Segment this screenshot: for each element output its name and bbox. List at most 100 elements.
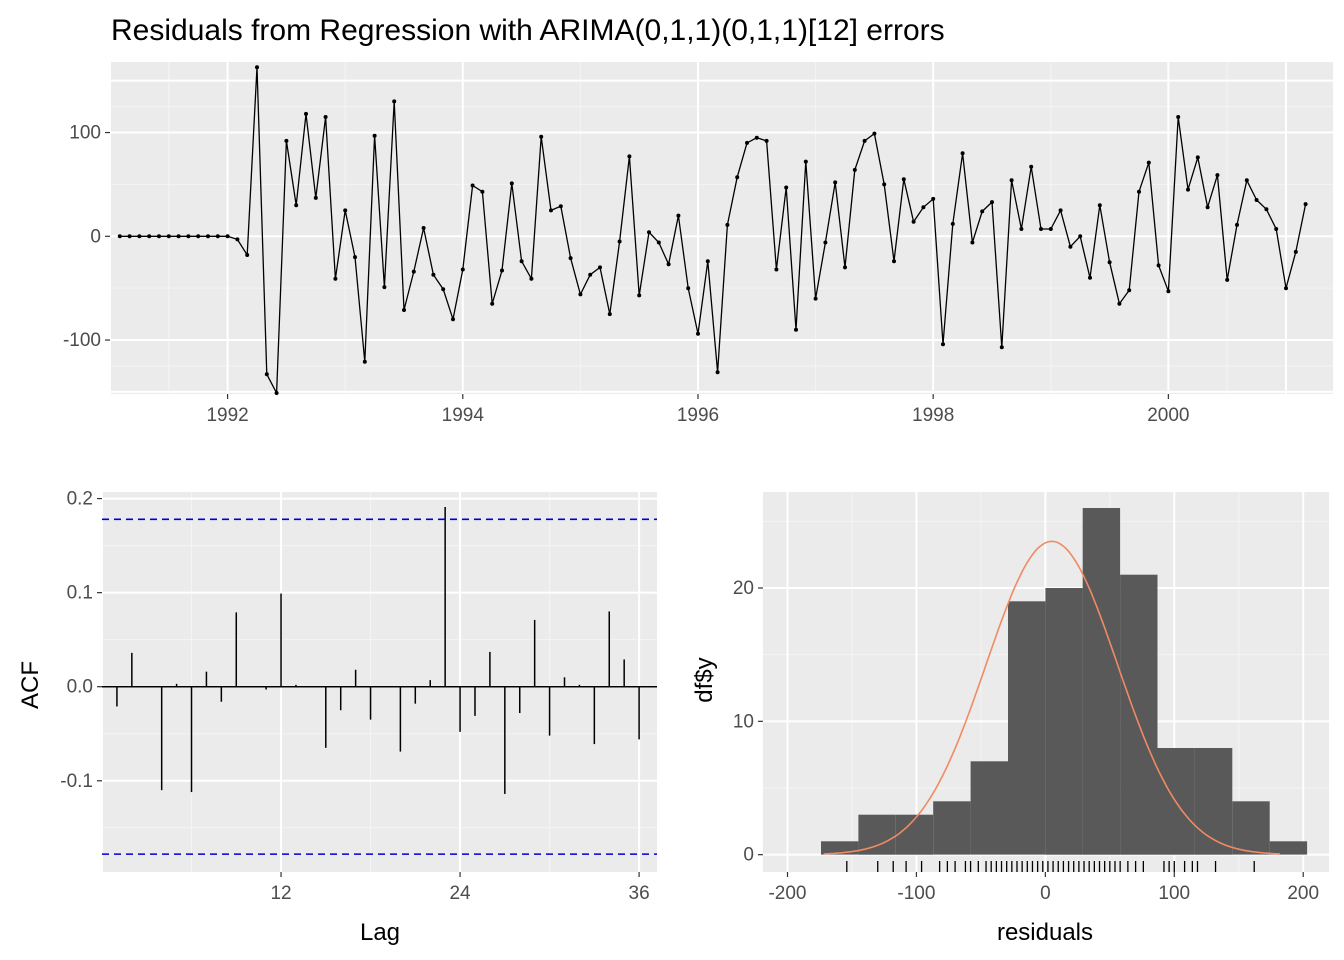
residual-point bbox=[225, 234, 230, 239]
residual-point bbox=[1127, 288, 1132, 293]
residual-point bbox=[353, 255, 357, 260]
residual-point bbox=[931, 196, 936, 201]
residual-point bbox=[1235, 222, 1239, 227]
hist-x-tick-label: -200 bbox=[768, 883, 806, 904]
residual-point bbox=[549, 208, 553, 213]
residual-point bbox=[794, 327, 798, 332]
ts-y-tick-label: 0 bbox=[90, 226, 101, 247]
residual-point bbox=[304, 111, 308, 116]
residual-point bbox=[627, 154, 632, 159]
residual-point bbox=[1029, 164, 1034, 169]
residual-point bbox=[1117, 301, 1122, 306]
residual-point bbox=[255, 65, 259, 70]
residual-point bbox=[941, 342, 945, 347]
residual-point bbox=[480, 189, 485, 194]
residual-point bbox=[1019, 227, 1024, 231]
residual-point bbox=[901, 177, 906, 182]
residual-point bbox=[1176, 115, 1181, 119]
residual-point bbox=[696, 331, 700, 336]
residual-point bbox=[402, 308, 406, 312]
residual-point bbox=[892, 259, 896, 264]
residual-point bbox=[852, 167, 857, 172]
residual-point bbox=[950, 221, 955, 226]
residual-point bbox=[470, 183, 475, 188]
residual-point bbox=[1254, 198, 1259, 202]
residual-point bbox=[833, 180, 838, 185]
residual-point bbox=[519, 259, 524, 264]
acf-x-tick-label: 36 bbox=[629, 883, 650, 904]
residual-point bbox=[323, 115, 328, 119]
residual-point bbox=[862, 138, 867, 143]
ts-x-tick-label: 2000 bbox=[1147, 405, 1189, 426]
histogram-bar bbox=[1082, 508, 1121, 855]
residual-point bbox=[960, 151, 965, 156]
residual-point bbox=[823, 240, 828, 245]
residual-point bbox=[1088, 275, 1092, 280]
residual-point bbox=[1039, 227, 1043, 231]
residual-point bbox=[774, 267, 779, 272]
residuals-time-series-panel: 1992 1994 1996 1998 2000 -100 0 100 bbox=[63, 62, 1333, 426]
residual-point bbox=[1097, 203, 1102, 208]
residual-point bbox=[333, 276, 338, 281]
histogram-bar bbox=[1269, 841, 1308, 855]
residual-point bbox=[264, 372, 269, 377]
residual-point bbox=[686, 286, 691, 291]
residual-point bbox=[1048, 227, 1053, 231]
residual-point bbox=[617, 239, 622, 244]
residual-point bbox=[274, 391, 279, 395]
residual-point bbox=[754, 135, 759, 140]
residual-point bbox=[215, 234, 220, 239]
histogram-panel: -200 -100 0 100 200 0 10 20 bbox=[733, 453, 1329, 904]
histogram-bar bbox=[895, 814, 934, 855]
residual-point bbox=[656, 240, 661, 245]
residual-point bbox=[431, 272, 436, 277]
residual-point bbox=[1274, 227, 1279, 231]
chart-title: Residuals from Regression with ARIMA(0,1… bbox=[111, 14, 945, 47]
acf-panel: 12 24 36 -0.1 0.0 0.1 0.2 bbox=[60, 489, 657, 904]
acf-x-axis-label: Lag bbox=[360, 919, 400, 946]
residual-point bbox=[206, 234, 210, 239]
residual-point bbox=[186, 234, 191, 239]
residual-point bbox=[588, 272, 593, 277]
histogram-bar bbox=[858, 814, 896, 855]
residual-point bbox=[1303, 202, 1308, 207]
hist-y-tick-label: 0 bbox=[743, 845, 754, 866]
acf-plot-background bbox=[102, 492, 657, 872]
residual-point bbox=[382, 285, 387, 290]
residual-point bbox=[137, 234, 142, 239]
residual-point bbox=[529, 276, 534, 281]
histogram-bar bbox=[1045, 588, 1083, 855]
residual-point bbox=[372, 133, 377, 138]
ts-x-tick-label: 1994 bbox=[442, 405, 485, 426]
acf-x-tick-label: 12 bbox=[270, 883, 291, 904]
residual-point bbox=[1293, 249, 1298, 254]
acf-y-tick-label: 0.0 bbox=[67, 677, 93, 698]
residual-point bbox=[1068, 244, 1073, 249]
residual-point bbox=[843, 265, 847, 270]
residual-point bbox=[558, 204, 563, 209]
normal-density-curve bbox=[823, 540, 1281, 855]
residual-point bbox=[313, 195, 318, 200]
ts-plot-background bbox=[110, 62, 1333, 394]
residual-point bbox=[1146, 160, 1151, 165]
residual-point bbox=[343, 208, 348, 213]
residual-point bbox=[970, 240, 975, 245]
acf-y-axis-label: ACF bbox=[17, 661, 44, 709]
acf-y-tick-label: -0.1 bbox=[60, 771, 93, 792]
residual-point bbox=[647, 230, 651, 235]
residual-point bbox=[705, 259, 710, 264]
residual-point bbox=[451, 317, 455, 322]
residual-point bbox=[1215, 173, 1220, 178]
residual-point bbox=[1078, 234, 1083, 239]
residual-point bbox=[294, 203, 299, 208]
residual-point bbox=[882, 182, 887, 187]
acf-x-tick-label: 24 bbox=[449, 883, 471, 904]
residual-point bbox=[245, 253, 250, 257]
residual-point bbox=[166, 234, 171, 239]
residual-point bbox=[500, 268, 504, 273]
residual-point bbox=[362, 359, 367, 364]
residual-point bbox=[421, 226, 426, 230]
hist-x-tick-label: 100 bbox=[1158, 883, 1190, 904]
